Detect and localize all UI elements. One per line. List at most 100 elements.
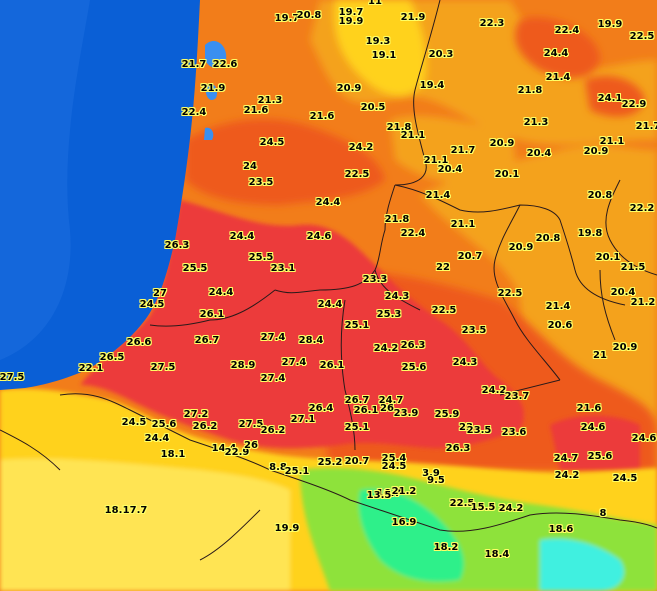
temp-label: 26 [380,403,394,414]
temp-label: 19.7 [338,7,364,18]
zone-dark-orange-ne [515,17,600,79]
temp-label: 23.1 [270,263,296,274]
temp-label: 21.2 [391,486,417,497]
temp-label: 24.6 [306,231,332,242]
temp-label: 25.1 [344,320,370,331]
zone-yellow-light-south [0,458,290,591]
temp-label: 26.2 [260,425,286,436]
temp-label: 27.5 [0,372,25,383]
temp-label: 26.1 [319,360,345,371]
temp-label: 22.5 [497,288,523,299]
zone-cyan [540,538,624,591]
temp-label: 24.6 [580,422,606,433]
temp-label: 21.4 [545,301,571,312]
temp-label: 18.6 [548,524,574,535]
zone-yellow-north [334,0,427,96]
temp-label: 20.3 [428,49,454,60]
temp-label: 20.6 [547,320,573,331]
temp-label: 19.9 [597,19,623,30]
temp-label: 22.4 [554,25,580,36]
temp-label: 21.6 [576,403,602,414]
temp-label: 22.1 [78,363,104,374]
temp-label: 24.4 [543,48,569,59]
zone-dark-orange-e [585,76,645,117]
temp-label: 25.4 [381,453,407,464]
temp-label: 8.8 [269,462,287,473]
temp-label: 20.9 [612,342,638,353]
temp-label: 20.9 [508,242,534,253]
temp-label: 21.9 [200,83,226,94]
temp-label: 26.6 [126,337,152,348]
temp-label: 28.9 [230,360,256,371]
temp-label: 17.7 [122,505,148,516]
boundary-lines [0,0,657,561]
temp-label: 24.7 [378,395,404,406]
temp-label: 8 [599,508,607,519]
temp-label: 22.2 [629,203,655,214]
temp-label: 23.5 [461,325,487,336]
temp-label: 24.7 [553,453,579,464]
temp-label: 22.5 [449,498,475,509]
temp-label: 20.5 [360,102,386,113]
temp-label: 24.6 [631,433,657,444]
temp-label: 22.4 [181,107,207,118]
temp-label: 25.6 [151,419,177,430]
temp-label: 22.3 [479,18,505,29]
temp-label: 21.7 [635,121,657,132]
temp-label: 25.3 [376,309,402,320]
temp-label: 20.7 [344,456,370,467]
temp-label: 25.1 [344,422,370,433]
lagoon [205,40,227,69]
temp-label: 21.1 [599,136,625,147]
temp-label: 21.4 [545,72,571,83]
temp-label: 22.4 [400,228,426,239]
temp-label: 13.5 [366,490,392,501]
temp-label: 14.4 [211,443,237,454]
temp-label: 20.9 [336,83,362,94]
temp-label: 21.7 [181,59,207,70]
temp-label: 21.8 [386,122,412,133]
temp-label: 23.7 [504,391,530,402]
temp-label: 27.2 [183,409,209,420]
temp-label: 25.5 [182,263,208,274]
temp-label: 23.3 [362,274,388,285]
temp-label: 24.4 [315,197,341,208]
temp-label: 20.8 [535,233,561,244]
temp-label: 26 [244,440,258,451]
temp-label: 16.9 [391,517,417,528]
temp-label: 24.4 [208,287,234,298]
temp-label: 21.6 [309,111,335,122]
temp-label: 26.4 [308,403,334,414]
temp-label: 9.5 [427,475,445,486]
temp-label: 26.3 [445,443,471,454]
temp-label: 25.9 [434,409,460,420]
zone-dark-orange-center [185,119,385,205]
temp-label: 24.5 [121,417,147,428]
temp-label: 26.3 [164,240,190,251]
temp-label: 19.9 [274,523,300,534]
temp-label: 11 [368,0,382,7]
temp-label: 23 [459,422,473,433]
temp-label: 20.9 [489,138,515,149]
temp-label: 22.5 [431,305,457,316]
temp-label: 26.5 [99,352,125,363]
temp-label: 26.1 [199,309,225,320]
zone-light-orange-mid [390,115,515,184]
temp-label: 22.5 [344,169,370,180]
temp-label: 18.4 [484,549,510,560]
temp-label: 27.5 [150,362,176,373]
temp-label: 25.6 [587,451,613,462]
temp-label: 27.4 [260,373,286,384]
temp-label: 23.5 [466,425,492,436]
temp-label: 25.2 [317,457,343,468]
temp-label: 21.2 [630,297,656,308]
temp-label: 20.1 [595,252,621,263]
temp-label: 24.5 [139,299,165,310]
temp-label: 24.4 [229,231,255,242]
ocean-texture [0,0,90,360]
temp-label: 21.3 [257,95,283,106]
temp-label: 22.9 [224,447,250,458]
temp-label: 21.1 [423,155,449,166]
